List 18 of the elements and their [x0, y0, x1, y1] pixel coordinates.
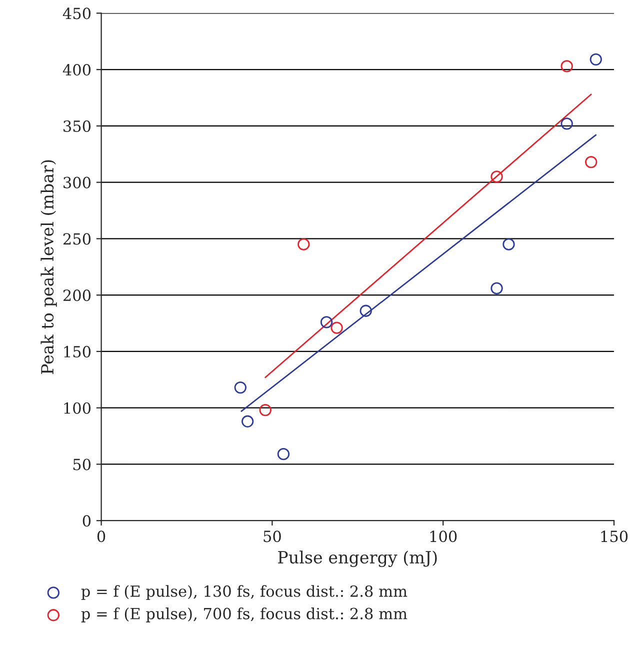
y-tick-label: 250: [63, 233, 91, 245]
y-tick-label: 50: [73, 458, 91, 470]
legend-label: p = f (E pulse), 700 fs, focus dist.: 2.8 mm: [81, 608, 408, 622]
y-tick-label: 350: [64, 120, 91, 132]
x-tick-label: 100: [430, 530, 457, 542]
y-tick-label: 450: [62, 8, 91, 20]
x-tick-label: 0: [97, 530, 106, 542]
y-tick-label: 300: [64, 176, 91, 188]
y-tick-label: 400: [62, 64, 91, 76]
y-tick-label: 150: [64, 346, 91, 358]
y-tick-label: 100: [64, 402, 91, 414]
y-tick-label: 0: [82, 515, 91, 527]
x-tick-label: 150: [601, 530, 628, 542]
y-tick-label: 200: [63, 290, 91, 302]
legend-label: p = f (E pulse), 130 fs, focus dist.: 2.8 mm: [81, 585, 408, 600]
y-axis-title: Peak to peak level (mbar): [40, 160, 57, 374]
x-tick-label: 50: [264, 530, 281, 542]
x-axis-title: Pulse engergy (mJ): [278, 550, 437, 568]
